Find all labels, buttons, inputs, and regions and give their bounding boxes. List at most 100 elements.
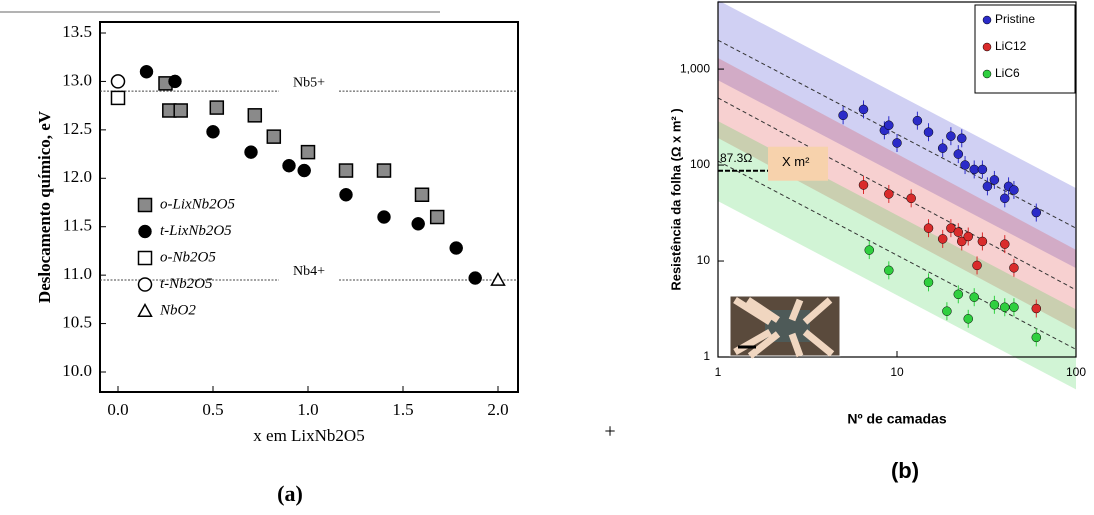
marker (266, 129, 282, 144)
marker (414, 187, 430, 203)
marker (884, 120, 894, 130)
marker (969, 292, 979, 302)
marker (923, 223, 934, 233)
x-axis-label: x em LixNb2O5 (253, 426, 364, 445)
marker (1009, 185, 1019, 195)
plot-frame (99, 21, 519, 393)
marker (937, 234, 948, 244)
marker (972, 260, 982, 271)
y-tick-label: 13.5 (62, 22, 92, 41)
marker (137, 302, 153, 317)
marker (923, 277, 934, 288)
chart: 10.0 10.5 11.0 11.5 12.0 12.5 13.0 13.5 0.0 0.5 1.… (35, 21, 519, 506)
marker (864, 245, 875, 255)
y-tick-label: 12.5 (62, 119, 92, 138)
marker (139, 64, 154, 79)
marker (411, 217, 425, 231)
marker (137, 277, 153, 292)
legend-label: LiC6 (995, 66, 1020, 80)
annotation-box (768, 146, 828, 181)
legend-label: o-LixNb2O5 (160, 196, 236, 212)
marker (906, 193, 916, 204)
marker (884, 189, 894, 199)
caption: (a) (277, 481, 303, 506)
x-tick-label: 0.0 (107, 400, 128, 419)
fit-line (717, 97, 1077, 291)
marker (137, 250, 153, 266)
marker (937, 143, 948, 153)
y-tick-label: 12.0 (62, 167, 92, 186)
marker (110, 90, 126, 106)
x-tick-label: 2.0 (487, 400, 508, 419)
marker (946, 131, 956, 141)
x-tick-label: 100 (1066, 365, 1086, 379)
y-tick-label: 1,000 (680, 61, 710, 75)
y-tick-label: 13.0 (62, 70, 92, 89)
marker (282, 158, 296, 173)
legend-label: t-LixNb2O5 (160, 223, 232, 239)
y-tick-label: 1 (703, 349, 710, 363)
x-tick-label: 10 (890, 365, 904, 379)
marker (247, 108, 263, 123)
marker (138, 224, 152, 239)
marker (956, 236, 967, 247)
marker (969, 164, 979, 175)
marker (449, 241, 463, 255)
separator: + (604, 421, 615, 443)
reference-label: Nb4+ (293, 264, 325, 279)
legend-label: Pristine (995, 12, 1035, 26)
x-tick-label: 1 (715, 365, 722, 379)
marker (110, 74, 126, 89)
legend-label: t-Nb2O5 (160, 276, 213, 292)
marker (300, 144, 316, 160)
marker (376, 163, 392, 178)
marker (173, 103, 188, 118)
x-tick-label: 1.5 (392, 400, 413, 419)
marker (377, 210, 391, 224)
annotation-label: 87.3Ω (720, 151, 752, 165)
marker (490, 271, 506, 286)
marker (1009, 302, 1019, 312)
confidence-band (718, 121, 1076, 390)
marker (338, 163, 354, 178)
inset-electrodes (733, 297, 835, 359)
marker (960, 160, 970, 170)
marker (982, 42, 992, 52)
marker (982, 181, 993, 192)
marker (1009, 263, 1019, 273)
x-tick-label: 1.0 (297, 400, 318, 419)
y-axis-label: Deslocamento químico, eV (35, 110, 54, 303)
marker (1000, 193, 1010, 204)
marker (982, 15, 992, 25)
marker (1031, 332, 1042, 343)
y-tick-label: 10 (697, 253, 711, 267)
marker (963, 314, 973, 324)
marker (858, 180, 869, 190)
marker (1031, 207, 1042, 218)
y-tick-label: 100 (690, 157, 710, 171)
marker (209, 100, 225, 115)
y-tick-label: 11.0 (63, 264, 92, 283)
marker (982, 69, 992, 79)
y-tick-label: 11.5 (63, 216, 92, 235)
marker (429, 209, 445, 225)
marker (297, 163, 311, 178)
marker (912, 115, 923, 126)
legend-label: o-Nb2O5 (160, 249, 216, 265)
marker (1000, 239, 1010, 249)
marker (963, 231, 973, 242)
x-tick-label: 0.5 (202, 400, 223, 419)
marker (339, 188, 353, 202)
annotation-unit: X m² (782, 154, 810, 169)
legend-box (974, 4, 1076, 94)
marker (206, 125, 220, 139)
marker (1000, 302, 1010, 312)
marker (977, 164, 988, 175)
marker (946, 223, 956, 233)
marker (244, 145, 258, 159)
marker (953, 149, 964, 159)
legend-label: LiC12 (995, 39, 1027, 53)
marker (1031, 303, 1042, 314)
y-tick-label: 10.0 (62, 361, 92, 380)
marker (953, 227, 964, 237)
